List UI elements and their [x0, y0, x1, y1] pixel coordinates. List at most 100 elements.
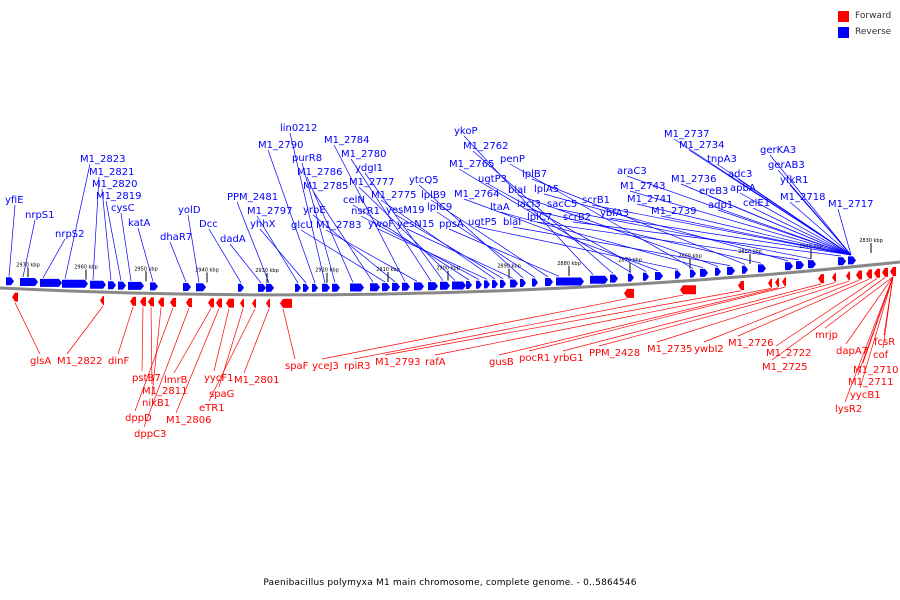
reverse-leader-line: [739, 192, 852, 256]
reverse-gene-label: M1_2823: [80, 154, 125, 165]
forward-gene-label: rafA: [425, 357, 446, 368]
forward-leader-line: [384, 290, 742, 356]
reverse-leader-line: [364, 172, 444, 281]
reverse-gene-arrow: [500, 279, 506, 288]
forward-gene-label: lmrB: [164, 375, 188, 386]
forward-gene-label: M1_2725: [762, 362, 807, 373]
reverse-leader-line: [448, 228, 560, 277]
reverse-swatch: [838, 26, 849, 38]
reverse-gene-label: ykoP: [454, 126, 478, 137]
reverse-gene-arrow: [758, 264, 766, 273]
reverse-gene-arrow: [742, 265, 748, 274]
reverse-gene-arrow: [392, 282, 400, 291]
forward-gene-arrow: [240, 298, 244, 308]
tick-label: 2970 kbp: [16, 262, 40, 268]
reverse-leader-line: [556, 208, 812, 260]
reverse-gene-label: yesM19: [386, 205, 425, 216]
forward-leader-line: [150, 307, 153, 385]
reverse-leader-line: [543, 193, 789, 262]
reverse-gene-label: cysC: [111, 203, 135, 214]
forward-gene-arrow: [874, 268, 880, 278]
reverse-gene-arrow: [108, 281, 116, 290]
reverse-leader-line: [360, 215, 480, 280]
forward-gene-label: PPM_2428: [589, 348, 640, 359]
reverse-gene-label: lplA5: [534, 184, 559, 195]
tick-label: 2950 kbp: [134, 266, 158, 272]
forward-gene-label: yrbG1: [553, 353, 584, 364]
forward-gene-arrow: [266, 298, 270, 308]
reverse-gene-label: M1_2718: [780, 192, 825, 203]
reverse-leader-line: [259, 228, 307, 284]
forward-gene-label: spaG: [209, 389, 234, 400]
reverse-gene-label: yesN15: [397, 219, 435, 230]
forward-gene-arrow: [100, 296, 104, 306]
forward-gene-label: M1_2811: [142, 386, 187, 397]
reverse-gene-label: lacI3: [517, 199, 541, 210]
forward-gene-label: glsA: [30, 356, 51, 367]
forward-gene-label: dinF: [108, 356, 129, 367]
forward-gene-arrow: [186, 298, 192, 308]
reverse-gene-arrow: [370, 283, 380, 292]
reverse-leader-line: [591, 204, 852, 256]
reverse-gene-label: M1_2785: [303, 181, 348, 192]
reverse-gene-arrow: [322, 283, 330, 292]
forward-leader-line: [824, 276, 894, 329]
gene-labels: yfiEnrpS1nrpS2M1_2823M1_2821M1_2820M1_28…: [5, 123, 898, 440]
reverse-gene-label: M1_2743: [620, 181, 665, 192]
forward-gene-label: ywbI2: [694, 344, 724, 355]
reverse-gene-arrow: [196, 283, 206, 292]
reverse-gene-arrow: [796, 261, 804, 270]
reverse-gene-label: M1_2780: [341, 149, 386, 160]
reverse-gene-label: M1_2775: [371, 190, 416, 201]
reverse-leader-line: [229, 243, 262, 284]
reverse-gene-arrow: [466, 281, 472, 290]
reverse-gene-arrow: [350, 283, 364, 292]
reverse-gene-arrow: [628, 273, 634, 282]
forward-gene-arrow: [866, 269, 872, 279]
forward-gene-arrow: [140, 297, 146, 307]
forward-leader-line: [528, 286, 786, 352]
reverse-gene-arrow: [6, 277, 14, 286]
forward-leader-line: [213, 308, 230, 372]
reverse-gene-label: M1_2736: [671, 174, 716, 185]
reverse-gene-label: blaI: [508, 185, 526, 196]
reverse-gene-arrow: [440, 281, 450, 290]
reverse-gene-label: lplB9: [421, 190, 446, 201]
reverse-gene-arrow: [238, 283, 244, 292]
reverse-gene-label: lplC9: [427, 202, 452, 213]
forward-gene-arrow: [216, 298, 222, 308]
reverse-gene-label: M1_2784: [324, 135, 369, 146]
reverse-gene-arrow: [183, 283, 191, 292]
legend-forward-label: Forward: [855, 10, 892, 21]
reverse-gene-label: M1_2741: [627, 194, 672, 205]
forward-gene-arrow: [130, 296, 136, 306]
tick-label: 2880 kbp: [557, 261, 581, 267]
forward-leader-line: [562, 283, 822, 352]
forward-gene-arrow: [768, 278, 772, 288]
reverse-leader-line: [312, 190, 374, 283]
reverse-gene-label: dadA: [220, 234, 246, 245]
reverse-leader-line: [187, 214, 200, 283]
forward-gene-arrow: [775, 277, 779, 287]
forward-gene-label: yceJ3: [312, 361, 339, 372]
forward-leader-line: [883, 276, 894, 336]
forward-leader-line: [208, 308, 256, 402]
reverse-gene-label: M1_2762: [463, 141, 508, 152]
forward-gene-arrow: [148, 297, 154, 307]
reverse-gene-label: ybfA3: [600, 208, 629, 219]
forward-gene-label: pstB7: [132, 373, 161, 384]
reverse-gene-label: ppsA: [439, 219, 464, 230]
reverse-leader-line: [752, 207, 852, 256]
reverse-gene-arrow: [452, 281, 466, 290]
forward-gene-label: M1_2710: [853, 365, 898, 376]
reverse-gene-label: adc3: [728, 169, 752, 180]
forward-gene-arrow: [832, 272, 836, 282]
reverse-gene-arrow: [382, 283, 390, 292]
reverse-gene-label: penP: [500, 154, 525, 165]
forward-gene-label: eTR1: [199, 403, 225, 414]
forward-gene-label: M1_2822: [57, 356, 102, 367]
forward-leader-line: [218, 308, 244, 388]
forward-leader-line: [771, 277, 886, 361]
legend-reverse-label: Reverse: [855, 26, 892, 37]
tick-label: 2850 kbp: [738, 249, 762, 255]
